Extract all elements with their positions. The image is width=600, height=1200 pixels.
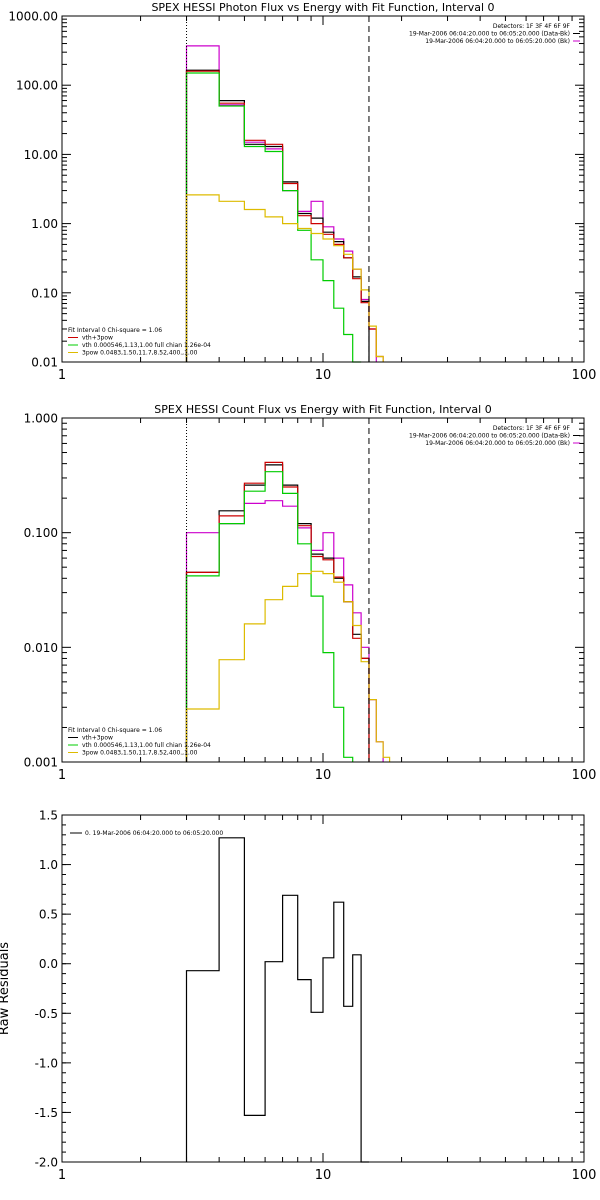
y-tick-label: 10.00 xyxy=(24,148,58,162)
plot-frame xyxy=(61,15,585,363)
chart-title: SPEX HESSI Count Flux vs Energy with Fit… xyxy=(154,403,491,416)
y-tick-label: 0.10 xyxy=(31,286,58,300)
y-tick-label: -1.5 xyxy=(35,1106,58,1120)
series-3-line xyxy=(185,72,362,363)
series-1-line xyxy=(185,69,370,362)
series-1-line xyxy=(185,464,370,762)
y-tick-label: 0.001 xyxy=(24,756,58,770)
fit-legend-line: Fit Interval 0 Chi-square = 1.06 xyxy=(68,727,162,734)
series-0-line xyxy=(185,837,369,1163)
y-tick-label: -2.0 xyxy=(35,1156,58,1170)
series-group xyxy=(185,837,369,1163)
x-tick-label: 10 xyxy=(315,1168,332,1183)
y-tick-label: 1.5 xyxy=(39,809,58,823)
residuals-chart: 1 10 100 -2.0 -1.5 -1.0 -0.5 0.0 0.5 1.0 1.5 Raw Re… xyxy=(0,809,597,1184)
series-0-line xyxy=(185,500,384,762)
x-tick-label: 10 xyxy=(315,768,332,783)
chart-title: SPEX HESSI Photon Flux vs Energy with Fi… xyxy=(151,1,494,14)
series-group xyxy=(185,461,391,762)
y-tick-label: 1.0 xyxy=(39,858,58,872)
x-tick-label: 1 xyxy=(58,768,66,783)
fit-legend-line: Fit Interval 0 Chi-square = 1.06 xyxy=(68,327,162,334)
residual-legend-label: 0. 19-Mar-2006 06:04:20.000 to 06:05:20.… xyxy=(85,830,223,837)
series-3-line xyxy=(185,471,354,762)
x-tick-label: 100 xyxy=(572,768,597,783)
y-axis-label: Raw Residuals xyxy=(0,942,12,1035)
fit-legend-line: vth 0.000546,1.13,1.00 full chian 1.26e-… xyxy=(82,342,211,349)
y-tick-label: -0.5 xyxy=(35,1007,58,1021)
series-4-line xyxy=(185,570,391,762)
y-tick-label: 0.0 xyxy=(39,957,58,971)
x-tick-label: 1 xyxy=(58,1168,66,1183)
header-legend-line: 19-Mar-2006 06:04:20.000 to 06:05:20.000… xyxy=(409,31,570,38)
fit-legend-line: 3pow 0.0483,1.50,11.7,8.52,400.,1.00 xyxy=(82,750,198,757)
fit-legend-line: 3pow 0.0483,1.50,11.7,8.52,400.,1.00 xyxy=(82,350,198,357)
y-tick-label: 0.100 xyxy=(24,526,58,540)
series-4-line xyxy=(185,194,384,362)
plot-frame xyxy=(61,417,585,763)
series-0-line xyxy=(185,45,377,362)
x-tick-label: 100 xyxy=(572,1168,597,1183)
series-group xyxy=(185,45,384,363)
header-legend-line: 19-Mar-2006 06:04:20.000 to 06:05:20.000… xyxy=(425,440,570,447)
count-flux-chart: SPEX HESSI Count Flux vs Energy with Fit… xyxy=(24,403,597,783)
y-tick-label: 100.00 xyxy=(16,79,58,93)
header-legend-line: 19-Mar-2006 06:04:20.000 to 06:05:20.000… xyxy=(409,433,570,440)
fit-legend-line: vth 0.000546,1.13,1.00 full chian 1.26e-… xyxy=(82,742,211,749)
fit-legend-line: vth+3pow xyxy=(82,335,113,342)
y-tick-label: -1.0 xyxy=(35,1056,58,1070)
x-tick-label: 100 xyxy=(572,368,597,383)
y-tick-label: 1000.00 xyxy=(8,10,58,24)
photon-flux-chart: SPEX HESSI Photon Flux vs Energy with Fi… xyxy=(8,1,597,383)
y-tick-label: 0.01 xyxy=(31,356,58,370)
x-tick-label: 1 xyxy=(58,368,66,383)
y-tick-label: 0.010 xyxy=(24,641,58,655)
header-legend-line: Detectors: 1F 3F 4F 6F 9F xyxy=(493,23,571,30)
y-tick-label: 1.00 xyxy=(31,217,58,231)
series-2-line xyxy=(185,70,384,362)
y-tick-label: 0.5 xyxy=(39,908,58,922)
header-legend-line: 19-Mar-2006 06:04:20.000 to 06:05:20.000… xyxy=(425,38,570,45)
header-legend-line: Detectors: 1F 3F 4F 6F 9F xyxy=(493,425,571,432)
fit-legend-line: vth+3pow xyxy=(82,735,113,742)
x-tick-label: 10 xyxy=(315,368,332,383)
y-tick-label: 1.000 xyxy=(24,412,58,426)
series-2-line xyxy=(185,461,370,762)
